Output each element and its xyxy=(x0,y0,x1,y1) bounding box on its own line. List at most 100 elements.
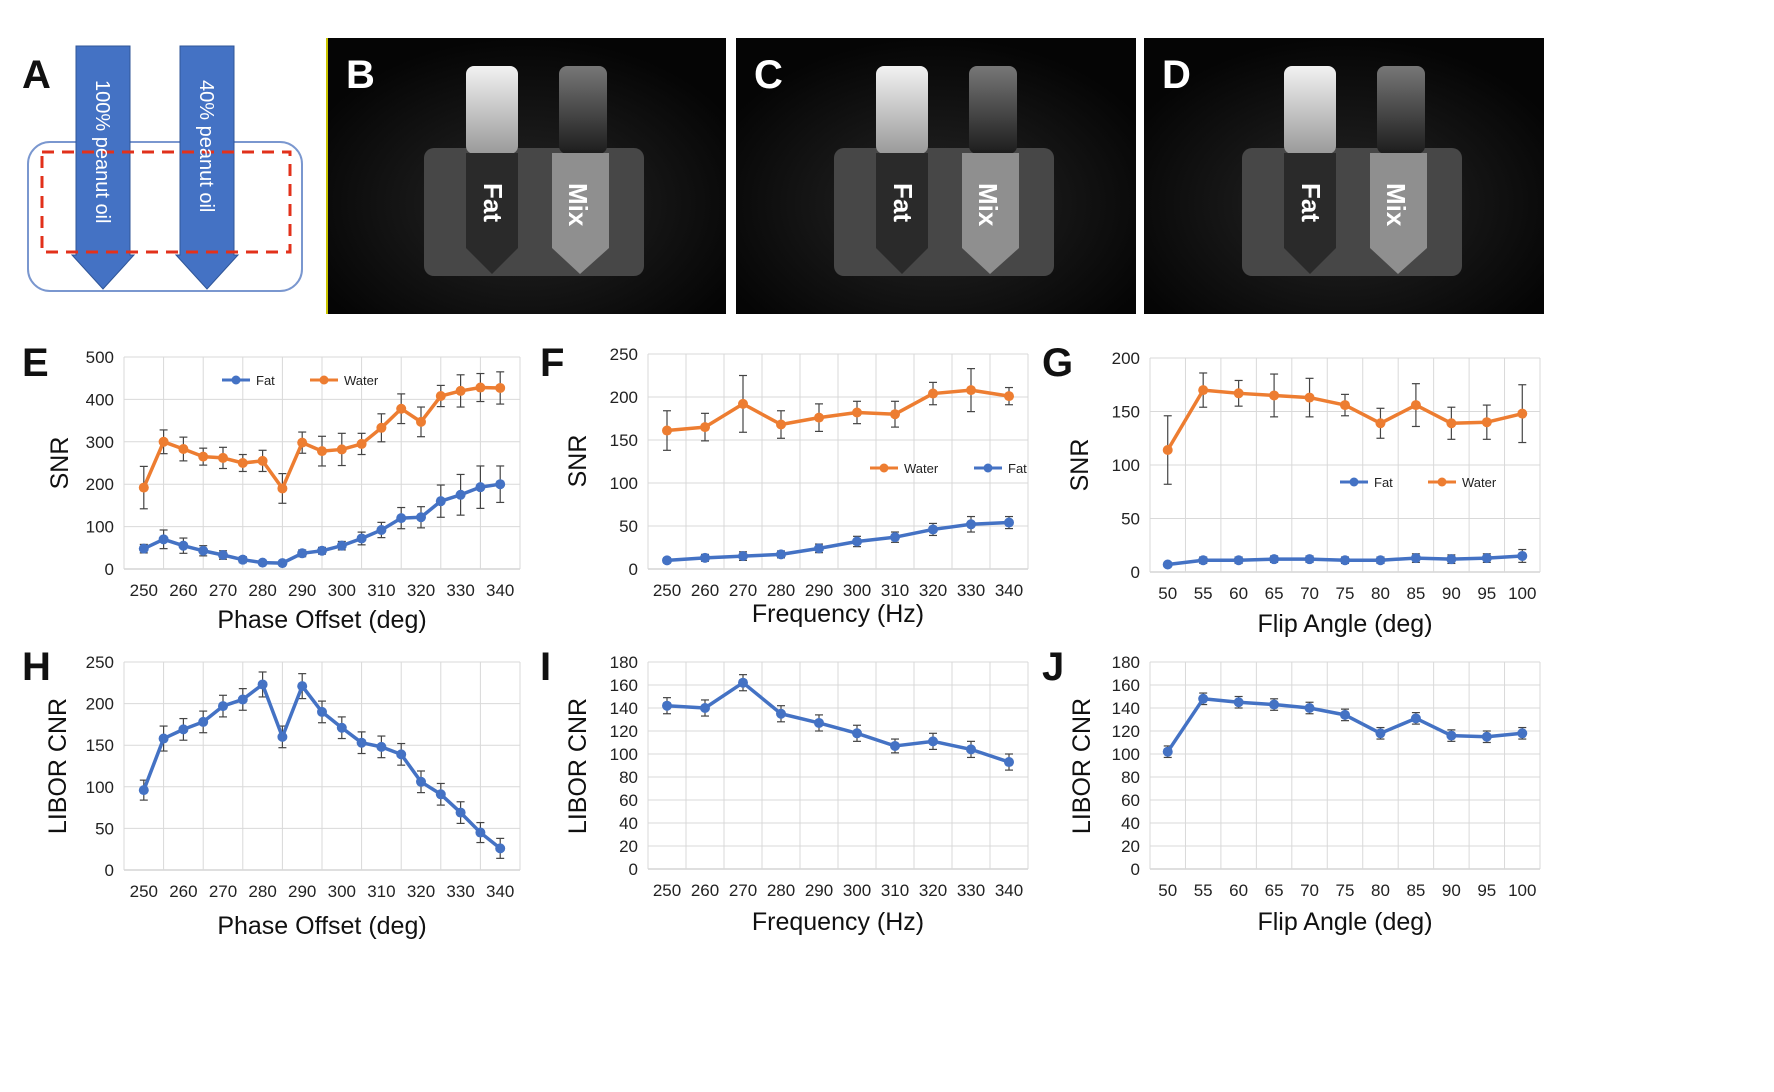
mri-letter-d: D xyxy=(1162,53,1191,97)
chart-i-xtick: 340 xyxy=(995,881,1023,900)
chart-h-series-cnr-point xyxy=(416,776,426,787)
chart-f-xtick: 300 xyxy=(843,581,871,600)
chart-h-series-cnr-point xyxy=(257,679,268,690)
chart-f-ytick: 200 xyxy=(610,388,638,407)
chart-h-xtick: 250 xyxy=(130,882,158,901)
chart-g-ytick: 0 xyxy=(1131,563,1140,582)
chart-e-snr-phase-offset: 0 100 200 300 400 500 250 260 270 280 290 300 310 320… xyxy=(22,341,521,634)
roi-dashed-box xyxy=(40,150,292,254)
chart-h-series-cnr-point xyxy=(198,716,209,727)
chart-h-ytick: 250 xyxy=(86,653,114,672)
chart-e-xtick: 300 xyxy=(328,581,356,600)
chart-h-series-cnr-point xyxy=(475,827,486,838)
chart-e-series-fat-point xyxy=(138,543,149,554)
chart-e-series-water-point xyxy=(257,455,268,466)
chart-g-series-fat-point xyxy=(1517,550,1528,561)
chart-e-panel-letter: E xyxy=(22,341,49,385)
chart-h-xtick: 260 xyxy=(169,882,197,901)
chart-g-xtick: 60 xyxy=(1229,584,1248,603)
chart-h-xtick: 290 xyxy=(288,882,316,901)
chart-j-series-cnr-point xyxy=(1446,730,1457,741)
chart-g-series-water-point xyxy=(1269,390,1280,401)
chart-f-series-water-point xyxy=(814,412,824,423)
chart-g-xtick: 70 xyxy=(1300,584,1319,603)
chart-h-series-cnr-point xyxy=(178,724,189,735)
chart-i-series-cnr-point xyxy=(662,700,672,711)
chart-f-ytick: 100 xyxy=(610,474,638,493)
chart-g-series-fat-point xyxy=(1198,555,1209,566)
chart-i-ytick: 120 xyxy=(610,722,638,741)
chart-e-series-fat-point xyxy=(297,548,308,559)
chart-h-series-cnr-point xyxy=(277,731,288,742)
chart-i-xtick: 300 xyxy=(843,881,871,900)
chart-i-y-axis-title: LIBOR CNR xyxy=(564,698,592,834)
chart-h-ytick: 50 xyxy=(95,819,114,838)
chart-g-series-fat-point xyxy=(1233,555,1244,566)
chart-f-series-fat-point xyxy=(738,551,748,562)
chart-e-series-water-point xyxy=(336,444,347,455)
chart-i-x-axis-title: Frequency (Hz) xyxy=(752,908,924,936)
chart-e-series-fat-point xyxy=(475,482,486,493)
chart-g-series-fat-point xyxy=(1162,559,1173,570)
chart-i-ytick: 80 xyxy=(619,768,638,787)
chart-e-series-fat-point xyxy=(158,534,169,545)
chart-e-ytick: 400 xyxy=(86,390,114,409)
chart-f-xtick: 270 xyxy=(729,581,757,600)
chart-f-xtick: 290 xyxy=(805,581,833,600)
chart-i-ytick: 0 xyxy=(629,860,638,879)
chart-g-panel-letter: G xyxy=(1042,341,1073,385)
tube-arrow-40 xyxy=(174,45,240,290)
chart-g-xtick: 75 xyxy=(1336,584,1355,603)
chart-j-ytick: 60 xyxy=(1121,791,1140,810)
chart-h-x-axis-title: Phase Offset (deg) xyxy=(217,912,426,940)
phantom-container-outline xyxy=(27,141,303,292)
chart-j-ytick: 180 xyxy=(1112,653,1140,672)
chart-f-series-fat-line xyxy=(666,520,1010,563)
chart-j-series-cnr-point xyxy=(1198,693,1209,704)
chart-e-series-water-point xyxy=(277,483,288,494)
chart-f-y-axis-title: SNR xyxy=(564,435,592,488)
chart-j-ytick: 120 xyxy=(1112,722,1140,741)
chart-g-series-fat-point xyxy=(1446,554,1457,565)
chart-i-xtick: 270 xyxy=(729,881,757,900)
chart-j-series-cnr-point xyxy=(1410,713,1421,724)
chart-g-series-fat-point xyxy=(1340,555,1350,566)
chart-h-xtick: 310 xyxy=(367,882,395,901)
chart-h-series-cnr-point xyxy=(336,722,347,733)
chart-h-series-cnr-point xyxy=(495,843,506,854)
chart-h-series-cnr-point xyxy=(376,741,387,752)
chart-g-xtick: 95 xyxy=(1477,584,1496,603)
chart-i-ytick: 160 xyxy=(610,676,638,695)
chart-h-xtick: 340 xyxy=(486,882,514,901)
chart-e-series-water-point xyxy=(416,416,426,427)
chart-e-ytick: 500 xyxy=(86,348,114,367)
chart-e-xtick: 260 xyxy=(169,581,197,600)
chart-j-xtick: 50 xyxy=(1158,881,1177,900)
chart-i-xtick: 250 xyxy=(653,881,681,900)
chart-f-series-water-point xyxy=(662,425,672,436)
chart-g-xtick: 55 xyxy=(1194,584,1213,603)
chart-h-ytick: 150 xyxy=(86,736,114,755)
chart-i-ytick: 40 xyxy=(619,814,638,833)
chart-h-series-cnr-point xyxy=(297,681,308,692)
chart-e-series-fat-point xyxy=(356,533,367,544)
chart-h-series-cnr-point xyxy=(435,789,446,800)
chart-f-series-water-point xyxy=(890,409,900,420)
chart-h-series-cnr-point xyxy=(218,701,228,712)
chart-f-xtick: 340 xyxy=(995,581,1023,600)
chart-f-series-water-point xyxy=(738,398,748,409)
mri-fat-label-b: Fat xyxy=(478,183,508,222)
chart-i-ytick: 100 xyxy=(610,745,638,764)
chart-e-series-fat-point xyxy=(257,557,268,568)
chart-g-series-water-point xyxy=(1517,408,1528,419)
chart-e-series-fat-point xyxy=(178,540,189,551)
chart-j-xtick: 95 xyxy=(1477,881,1496,900)
mri-mix-label-c: Mix xyxy=(973,183,1003,227)
chart-f-series-fat-point xyxy=(966,519,976,530)
chart-e-xtick: 340 xyxy=(486,581,514,600)
chart-h-series-cnr-point xyxy=(237,694,248,705)
chart-e-xtick: 250 xyxy=(130,581,158,600)
chart-h-series-cnr xyxy=(138,671,506,859)
chart-h-xtick: 320 xyxy=(407,882,435,901)
